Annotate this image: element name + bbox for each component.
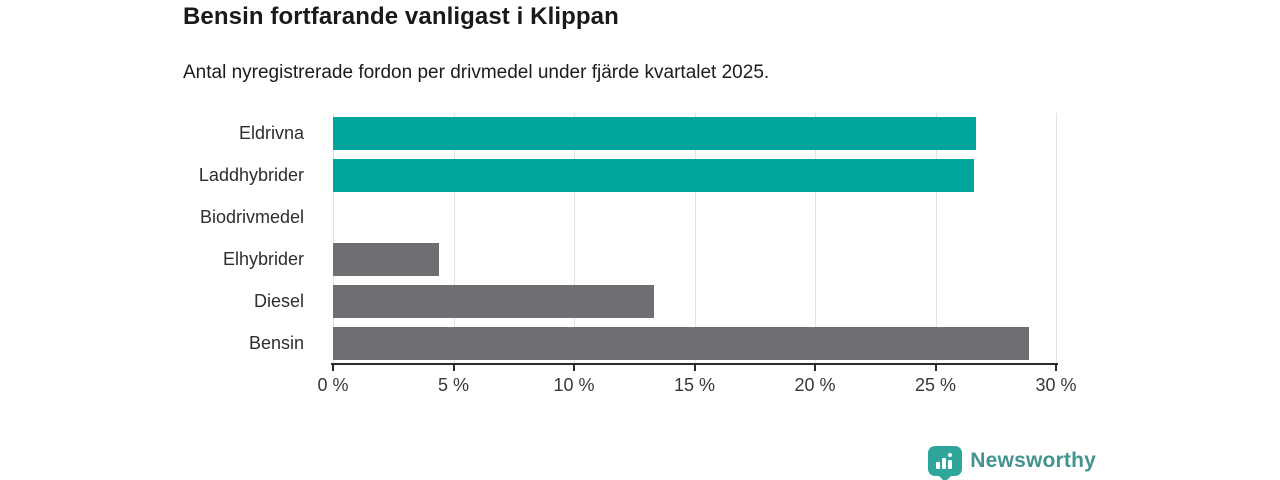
x-axis-tick-label: 20 % (794, 375, 836, 395)
x-axis-tick-label: 15 % (673, 375, 716, 395)
gridline (694, 113, 696, 364)
bar-elhybrider (333, 242, 440, 276)
x-axis-tick (814, 363, 816, 371)
newsworthy-logo-text: Newsworthy (970, 449, 1096, 472)
logo-bar-icon (936, 462, 941, 469)
logo-dot-icon (948, 453, 953, 457)
x-axis-tick-label: 5 % (437, 375, 470, 395)
bar-row (333, 280, 1056, 322)
category-label: Biodrivmedel (199, 207, 304, 228)
x-axis-tick (693, 363, 696, 371)
gridline (815, 113, 816, 364)
newsworthy-logo: Newsworthy (928, 446, 1096, 480)
logo-bar-icon (942, 458, 947, 469)
x-axis-tick (1055, 363, 1057, 371)
bar-row (333, 238, 1056, 280)
newsworthy-logo-icon (928, 446, 963, 480)
x-axis-tick (573, 363, 575, 371)
y-axis-category-labels: Eldrivna Laddhybrider Biodrivmedel Elhybrid… (0, 113, 319, 364)
bar-series (333, 113, 1056, 364)
gridline (333, 113, 334, 364)
bar-row (333, 113, 1056, 155)
x-axis-tick-label: 0 % (317, 375, 349, 395)
category-label: Elhybrider (222, 248, 304, 269)
bar-row (333, 155, 1056, 197)
bar-bensin (333, 326, 1030, 360)
bar-row (333, 197, 1056, 239)
x-axis-tick (332, 363, 334, 371)
x-axis-tick-label: 10 % (553, 375, 595, 395)
x-axis-tick (934, 363, 937, 371)
bar-laddhybrider (333, 159, 975, 193)
logo-bar-icon (948, 460, 953, 469)
bar-diesel (333, 284, 654, 318)
x-axis-tick-label: 30 % (1035, 375, 1077, 395)
gridline (1056, 113, 1057, 364)
category-label: Eldrivna (238, 123, 304, 144)
x-axis-tick-label: 25 % (914, 375, 957, 395)
category-label: Diesel (253, 290, 304, 311)
chart-subtitle: Antal nyregistrerade fordon per drivmede… (183, 62, 770, 83)
category-label: Laddhybrider (198, 165, 304, 186)
bar-eldrivna (333, 117, 977, 151)
chart-title: Bensin fortfarande vanligast i Klippan (183, 3, 619, 30)
x-axis-tick (452, 363, 455, 371)
gridline (574, 113, 575, 364)
gridline (453, 113, 455, 364)
plot-area: 0 % 5 % 10 % 15 % 20 % 25 % 30 % (317, 113, 1077, 395)
bar-row (333, 322, 1056, 364)
category-label: Bensin (248, 332, 304, 353)
gridline (935, 113, 937, 364)
